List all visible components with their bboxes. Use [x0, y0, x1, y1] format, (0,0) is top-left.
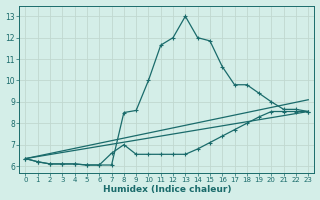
X-axis label: Humidex (Indice chaleur): Humidex (Indice chaleur) [103, 185, 231, 194]
